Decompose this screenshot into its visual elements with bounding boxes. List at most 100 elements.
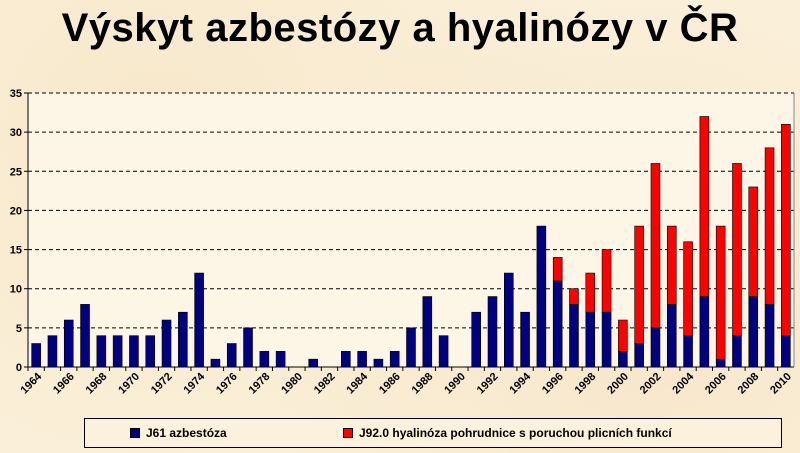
x-tick-label: 1996 [540, 371, 566, 397]
bar-j61 [683, 335, 693, 368]
bar-j92 [634, 225, 644, 344]
bar-j92 [650, 163, 661, 329]
bar-j61 [764, 304, 775, 368]
bar-j61 [650, 327, 661, 368]
bar-j61 [161, 319, 172, 368]
bar-j61 [487, 296, 498, 368]
bar-j61 [275, 351, 286, 368]
bar-j61 [406, 327, 416, 368]
bar-j61 [781, 335, 791, 368]
x-tick-label: 1984 [344, 370, 370, 396]
bar-j92 [781, 124, 791, 336]
x-tick-label: 1974 [181, 370, 207, 396]
y-tick-label: 10 [10, 284, 22, 296]
x-tick-label: 1976 [214, 371, 240, 397]
bar-j61 [96, 335, 107, 368]
bar-j61 [259, 351, 270, 368]
bar-j61 [666, 304, 677, 368]
legend-item-j61: J61 azbestóza [130, 426, 227, 440]
x-tick-label: 2004 [670, 370, 696, 396]
bar-j92 [699, 116, 710, 297]
x-tick-label: 1966 [51, 371, 77, 397]
bar-j92 [666, 225, 677, 305]
x-tick-label: 1998 [573, 371, 599, 397]
bar-j61 [31, 343, 41, 368]
x-tick-label: 1978 [247, 371, 273, 397]
bar-j61 [243, 327, 253, 368]
chart-title: Výskyt azbestózy a hyalinózy v ČR [61, 6, 739, 50]
bar-j61 [210, 358, 221, 368]
bar-j61 [47, 335, 58, 368]
legend-label-j92: J92.0 hyalinóza pohrudnice s poruchou pl… [359, 426, 672, 440]
bar-j61 [389, 351, 400, 368]
x-tick-label: 1994 [507, 370, 533, 396]
legend-swatch-j61 [130, 428, 140, 438]
bar-j61 [748, 296, 759, 368]
bar-j61 [634, 343, 644, 368]
bar-j61 [715, 358, 726, 368]
bar-j61 [520, 311, 530, 368]
y-tick-label: 5 [16, 323, 22, 335]
bar-j61 [618, 351, 628, 368]
bar-j61 [536, 225, 547, 368]
bar-j61 [552, 280, 563, 368]
y-tick-label: 30 [10, 127, 22, 139]
y-tick-label: 35 [10, 88, 22, 100]
bar-j61 [504, 272, 514, 368]
bar-j61 [63, 319, 74, 368]
bar-j61 [145, 335, 156, 368]
plot-area [28, 93, 794, 367]
bar-j61 [129, 335, 139, 368]
bar-j61 [601, 311, 612, 368]
x-tick-label: 2010 [768, 371, 794, 397]
x-tick-label: 2002 [638, 371, 664, 397]
bar-j92 [715, 225, 726, 360]
bar-j61 [471, 311, 481, 368]
y-tick-label: 0 [16, 362, 22, 374]
x-tick-label: 1986 [377, 371, 403, 397]
legend-label-j61: J61 azbestóza [146, 426, 227, 440]
bar-j61 [422, 296, 433, 368]
bar-j61 [194, 272, 204, 368]
bar-j61 [732, 335, 742, 368]
bar-j61 [699, 296, 710, 368]
bar-j61 [373, 358, 384, 368]
y-tick-label: 25 [10, 166, 22, 178]
bar-j92 [618, 319, 628, 352]
bar-j61 [438, 335, 449, 368]
x-tick-label: 1982 [312, 371, 338, 397]
bar-j61 [80, 304, 90, 368]
bar-j61 [341, 351, 351, 368]
bar-j61 [112, 335, 123, 368]
x-tick-label: 1992 [475, 371, 501, 397]
x-tick-label: 1964 [18, 370, 44, 396]
bar-j92 [585, 272, 596, 313]
x-tick-label: 2000 [605, 371, 631, 397]
bar-j61 [226, 343, 237, 368]
bar-j92 [748, 186, 759, 297]
legend-swatch-j92 [343, 428, 353, 438]
x-tick-label: 1972 [149, 371, 175, 397]
x-tick-label: 2006 [703, 371, 729, 397]
x-tick-label: 2008 [736, 371, 762, 397]
x-tick-label: 1968 [84, 371, 110, 397]
x-tick-label: 1980 [279, 371, 305, 397]
legend-item-j92: J92.0 hyalinóza pohrudnice s poruchou pl… [343, 426, 672, 440]
x-tick-label: 1990 [442, 371, 468, 397]
bar-j92 [552, 257, 563, 282]
legend: J61 azbestóza J92.0 hyalinóza pohrudnice… [84, 418, 782, 448]
y-tick-label: 20 [10, 205, 22, 217]
bar-j92 [683, 241, 693, 336]
bar-j61 [569, 304, 579, 368]
bar-j92 [732, 163, 742, 336]
bar-j61 [308, 358, 318, 368]
bar-j61 [585, 311, 596, 368]
x-tick-label: 1970 [116, 371, 142, 397]
bar-j92 [764, 147, 775, 305]
bar-j92 [601, 249, 612, 313]
bar-j92 [569, 288, 579, 305]
bar-j61 [357, 351, 367, 368]
y-tick-label: 15 [10, 245, 22, 257]
x-tick-label: 1988 [410, 371, 436, 397]
